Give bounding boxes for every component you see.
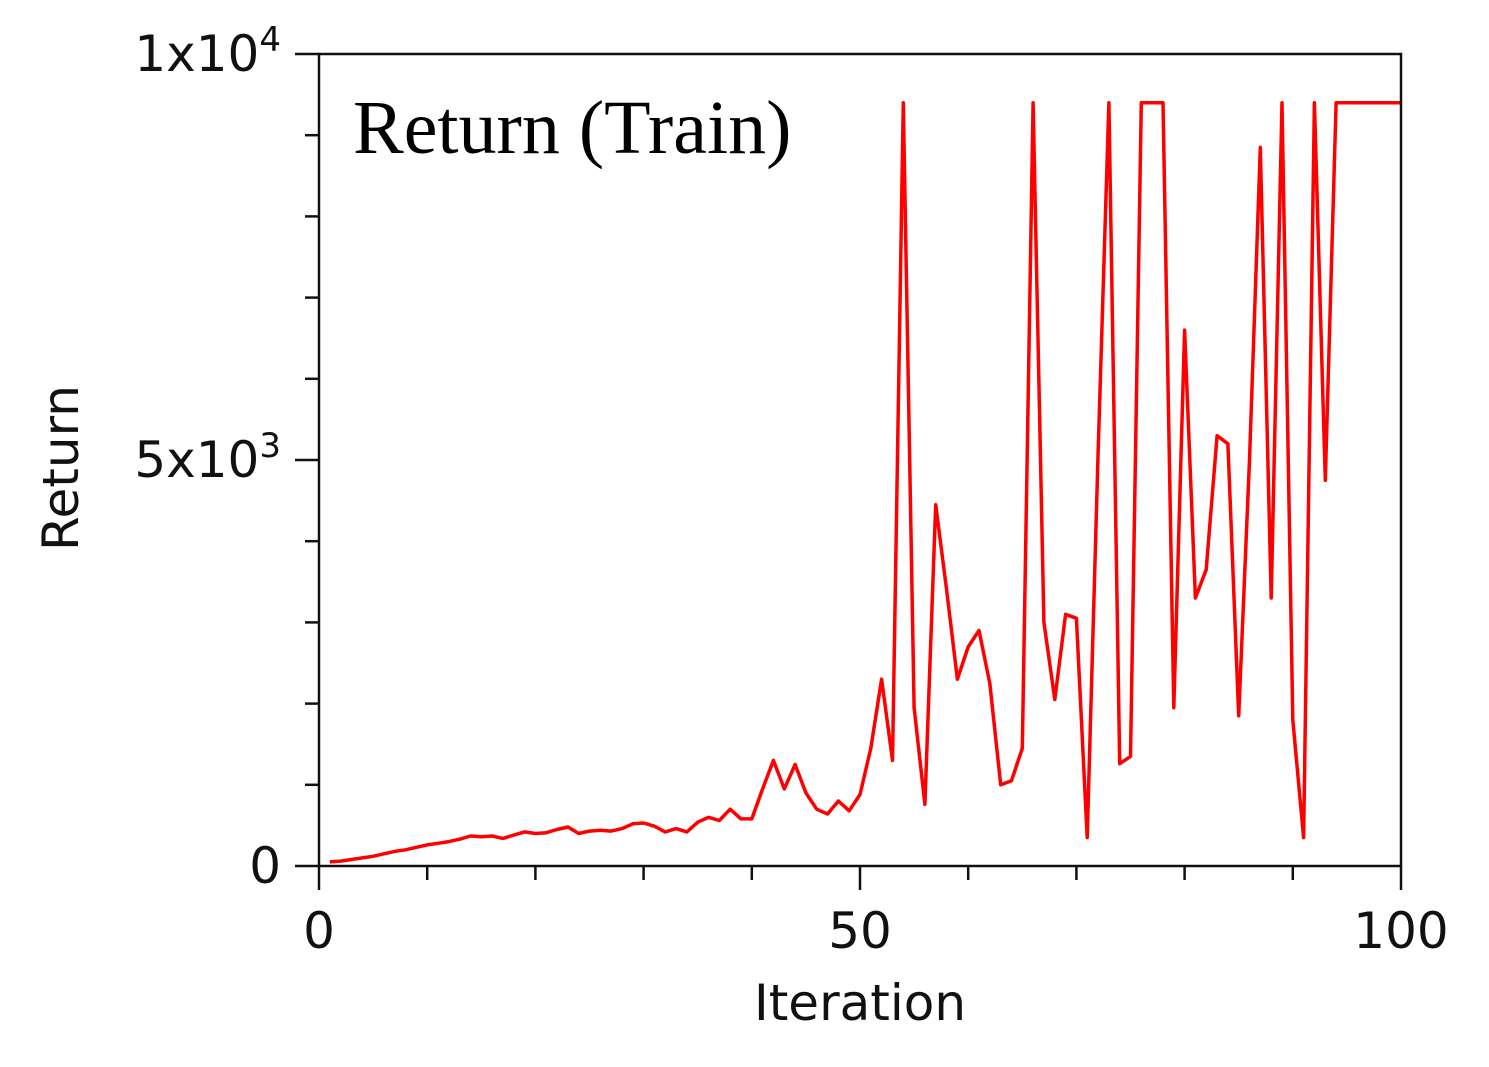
y-tick-label: 5x103 — [134, 426, 281, 489]
x-tick-label: 0 — [303, 902, 335, 960]
plot-frame — [317, 52, 1403, 868]
x-axis-label: Iteration — [754, 974, 966, 1032]
series-line-return — [329, 100, 1401, 864]
x-tick-label: 100 — [1353, 902, 1448, 960]
x-tick-label: 50 — [828, 902, 892, 960]
y-tick-label: 1x104 — [134, 20, 281, 83]
x-tick-labels: 0 50 100 — [303, 902, 1449, 960]
y-axis-label: Return — [32, 385, 90, 551]
y-tick-labels: 0 5x103 1x104 — [134, 20, 281, 895]
minor-ticks — [305, 133, 1295, 880]
major-ticks — [295, 52, 1403, 890]
chart-annotation: Return (Train) — [353, 86, 791, 170]
y-tick-label: 0 — [249, 837, 281, 895]
